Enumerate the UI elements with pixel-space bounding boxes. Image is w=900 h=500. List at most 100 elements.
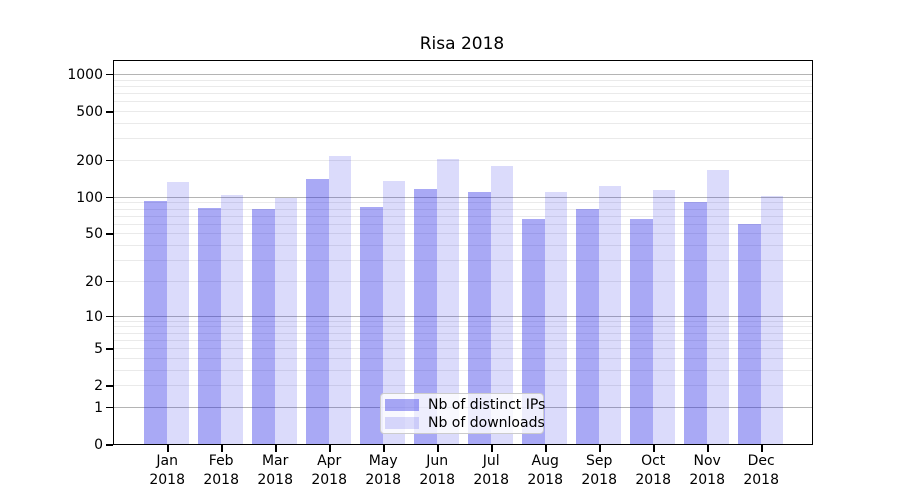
y-tick-label: 50 (85, 226, 103, 243)
legend-swatch-downloads (385, 416, 419, 429)
bar-feb-downloads (220, 195, 244, 444)
bar-may-downloads (382, 180, 406, 444)
y-tick-mark (106, 444, 113, 446)
minor-gridline (114, 202, 812, 204)
x-tick-year: 2018 (365, 472, 401, 488)
x-tick-mark (707, 445, 709, 452)
minor-gridline (114, 280, 812, 282)
minor-gridline (114, 85, 812, 87)
y-tick-mark (106, 196, 113, 199)
legend-label-downloads: Nb of downloads (428, 414, 545, 431)
y-tick-label: 1000 (67, 66, 103, 83)
x-tick-year: 2018 (743, 472, 779, 488)
y-tick-mark (106, 159, 113, 162)
x-tick-year: 2018 (581, 472, 617, 488)
x-tick-label-apr: Apr 2018 (294, 452, 364, 490)
legend-entry-distinct-ips: Nb of distinct IPs (385, 397, 545, 413)
bar-sep-downloads (598, 185, 622, 444)
bar-jul-distinct-ips (468, 191, 491, 444)
minor-gridline (114, 369, 812, 371)
chart-title: Risa 2018 (419, 34, 505, 54)
x-tick-label-oct: Oct 2018 (618, 452, 688, 490)
x-tick-label-may: May 2018 (348, 452, 418, 490)
minor-gridline (114, 159, 812, 161)
bar-jun-downloads (436, 158, 460, 444)
x-tick-year: 2018 (473, 472, 509, 488)
x-tick-label-dec: Dec 2018 (726, 452, 796, 490)
plot-area (113, 60, 813, 445)
minor-gridline (114, 215, 812, 217)
bar-jul-downloads (490, 166, 514, 444)
x-tick-label-mar: Mar 2018 (240, 452, 310, 490)
bar-jun-distinct-ips (414, 188, 437, 444)
y-tick-label: 10 (85, 308, 103, 325)
y-tick-label: 20 (85, 273, 103, 290)
x-tick-year: 2018 (149, 472, 185, 488)
legend: Nb of distinct IPs Nb of downloads (380, 393, 545, 434)
y-tick-mark (106, 233, 113, 235)
x-tick-mark (437, 445, 439, 452)
y-tick-mark (106, 385, 113, 387)
x-tick-year: 2018 (257, 472, 293, 488)
x-tick-label-jan: Jan 2018 (132, 452, 202, 490)
x-tick-mark (599, 445, 601, 452)
y-tick-mark (106, 73, 113, 76)
y-tick-mark (106, 315, 113, 318)
y-tick-label: 2 (94, 378, 103, 395)
legend-entry-downloads: Nb of downloads (385, 415, 545, 431)
x-tick-mark (653, 445, 655, 452)
bar-dec-downloads (760, 196, 784, 444)
y-tick-label: 100 (76, 189, 103, 206)
y-tick-mark (106, 406, 113, 409)
bar-may-distinct-ips (360, 207, 383, 444)
minor-gridline (114, 326, 812, 328)
minor-gridline (114, 245, 812, 247)
minor-gridline (114, 208, 812, 210)
x-tick-label-aug: Aug 2018 (510, 452, 580, 490)
bar-apr-downloads (328, 156, 352, 444)
x-tick-label-jul: Jul 2018 (456, 452, 526, 490)
x-tick-mark (491, 445, 493, 452)
x-tick-label-jun: Jun 2018 (402, 452, 472, 490)
x-tick-mark (761, 445, 763, 452)
bar-nov-distinct-ips (684, 202, 707, 444)
minor-gridline (114, 233, 812, 235)
y-tick-label: 5 (94, 341, 103, 358)
x-tick-mark (383, 445, 385, 452)
x-tick-year: 2018 (419, 472, 455, 488)
minor-gridline (114, 122, 812, 124)
bar-feb-distinct-ips (198, 207, 221, 444)
x-tick-mark (221, 445, 223, 452)
bar-mar-downloads (274, 198, 298, 444)
x-tick-label-nov: Nov 2018 (672, 452, 742, 490)
x-tick-year: 2018 (527, 472, 563, 488)
y-tick-label: 500 (76, 104, 103, 121)
x-tick-mark (329, 445, 331, 452)
y-tick-mark (106, 111, 113, 113)
bar-aug-distinct-ips (522, 218, 545, 444)
bar-nov-downloads (706, 170, 730, 444)
x-tick-mark (275, 445, 277, 452)
bar-oct-downloads (652, 189, 676, 444)
y-tick-mark (106, 348, 113, 350)
x-tick-year: 2018 (635, 472, 671, 488)
y-tick-label: 200 (76, 152, 103, 169)
major-gridline (114, 315, 812, 317)
x-tick-label-sep: Sep 2018 (564, 452, 634, 490)
bar-dec-distinct-ips (738, 223, 761, 444)
x-tick-year: 2018 (203, 472, 239, 488)
minor-gridline (114, 138, 812, 140)
x-tick-year: 2018 (311, 472, 347, 488)
bar-jan-downloads (166, 181, 190, 444)
minor-gridline (114, 93, 812, 95)
bar-sep-distinct-ips (576, 208, 599, 444)
y-tick-label: 1 (94, 399, 103, 416)
minor-gridline (114, 332, 812, 334)
bar-apr-distinct-ips (306, 178, 329, 444)
minor-gridline (114, 385, 812, 387)
minor-gridline (114, 79, 812, 81)
minor-gridline (114, 260, 812, 262)
x-tick-mark (167, 445, 169, 452)
legend-label-distinct-ips: Nb of distinct IPs (428, 396, 546, 413)
